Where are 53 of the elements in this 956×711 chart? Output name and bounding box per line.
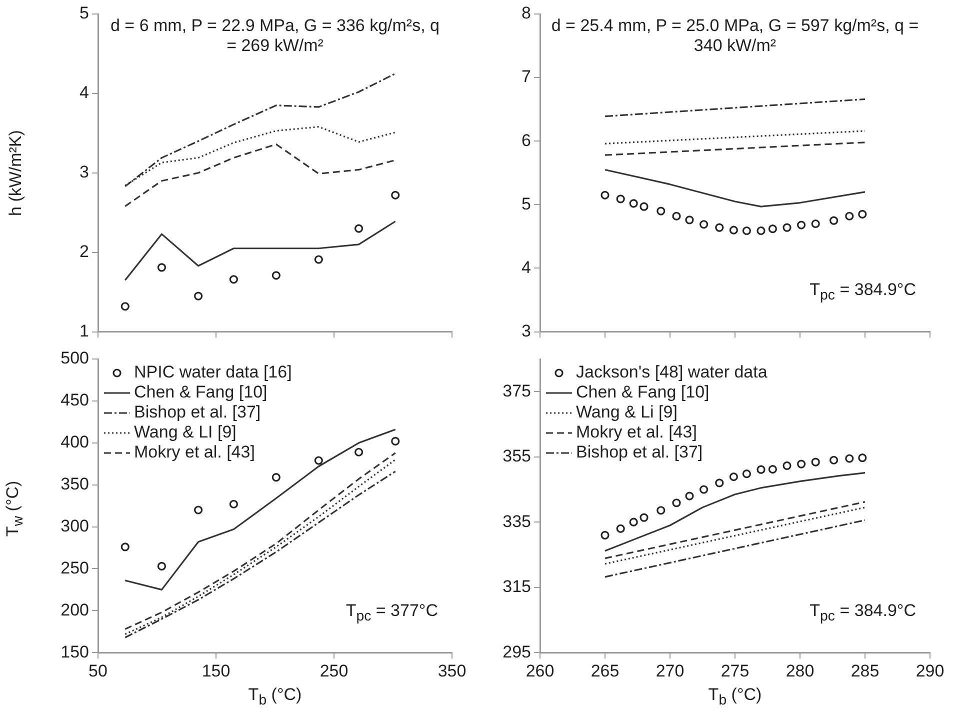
- y-tick-label: 5: [522, 194, 531, 214]
- x-tick-label: 290: [916, 661, 944, 680]
- y-tick-label: 250: [60, 558, 89, 578]
- annotation: d = 6 mm, P = 22.9 MPa, G = 336 kg/m²s, q = 269 kW/m²: [110, 16, 440, 56]
- y-tick-label: 2: [80, 242, 89, 262]
- y-tick-label: 5: [80, 4, 89, 23]
- y-tick-label: 355: [502, 446, 531, 466]
- y-tick-label: 4: [80, 83, 89, 102]
- x-axis-title: T$_{b}$ (°C): [247, 685, 303, 710]
- legend-label: Jackson's [48] water data: [576, 362, 768, 382]
- x-tick-label: 275: [720, 661, 750, 680]
- y-tick-label: 400: [60, 432, 89, 452]
- y-tick-label: 4: [522, 258, 531, 277]
- x-tick-label: 250: [320, 661, 348, 680]
- legend-label: Bishop et al. [37]: [134, 402, 261, 422]
- y-tick-label: 315: [502, 577, 531, 596]
- y-tick-label: 300: [60, 516, 89, 536]
- legend-label: Chen & Fang [10]: [134, 382, 268, 402]
- y-tick-label: 3: [80, 162, 89, 182]
- y-tick-label: 500: [60, 348, 89, 368]
- y-tick-label: 350: [60, 474, 89, 494]
- annotation: T$_{pc}$ = 384.9°C: [810, 600, 916, 626]
- y-tick-label: 450: [60, 390, 89, 410]
- y-tick-label: 8: [522, 4, 531, 23]
- x-tick-label: 350: [438, 661, 466, 680]
- y-tick-label: 200: [60, 600, 89, 620]
- legend-label: Mokry et al. [43]: [576, 422, 697, 442]
- legend-label: NPIC water data [16]: [134, 362, 292, 382]
- x-tick-label: 280: [786, 661, 814, 680]
- x-tick-label: 260: [526, 661, 554, 680]
- y-tick-label: 3: [522, 321, 531, 340]
- legend-label: Mokry et al. [43]: [134, 442, 255, 462]
- x-tick-label: 265: [590, 661, 620, 680]
- legend-label: Wang & LI [9]: [134, 422, 236, 442]
- y-tick-label: 1: [80, 321, 89, 340]
- y-tick-label: 7: [522, 67, 531, 86]
- y-tick-label: 335: [502, 512, 531, 531]
- y-tick-label: 295: [502, 642, 531, 662]
- x-tick-label: 285: [850, 661, 880, 680]
- x-tick-label: 270: [656, 661, 684, 680]
- annotation: T$_{pc}$ = 377°C: [346, 600, 438, 626]
- annotation: T$_{pc}$ = 384.9°C: [810, 280, 916, 306]
- y-axis-title: h (kW/m²K): [6, 128, 26, 218]
- y-tick-label: 375: [502, 381, 531, 400]
- x-tick-label: 50: [88, 661, 108, 680]
- x-axis-title: T$_{b}$ (°C): [707, 685, 763, 710]
- y-tick-label: 150: [60, 642, 89, 662]
- legend-label: Wang & Li [9]: [576, 402, 678, 422]
- legend-label: Chen & Fang [10]: [576, 382, 710, 402]
- y-tick-label: 6: [522, 130, 531, 150]
- annotation: d = 25.4 mm, P = 25.0 MPa, G = 597 kg/m²s, q = 340 kW/m²: [550, 16, 920, 56]
- legend-label: Bishop et al. [37]: [576, 442, 703, 462]
- x-tick-label: 150: [202, 661, 230, 680]
